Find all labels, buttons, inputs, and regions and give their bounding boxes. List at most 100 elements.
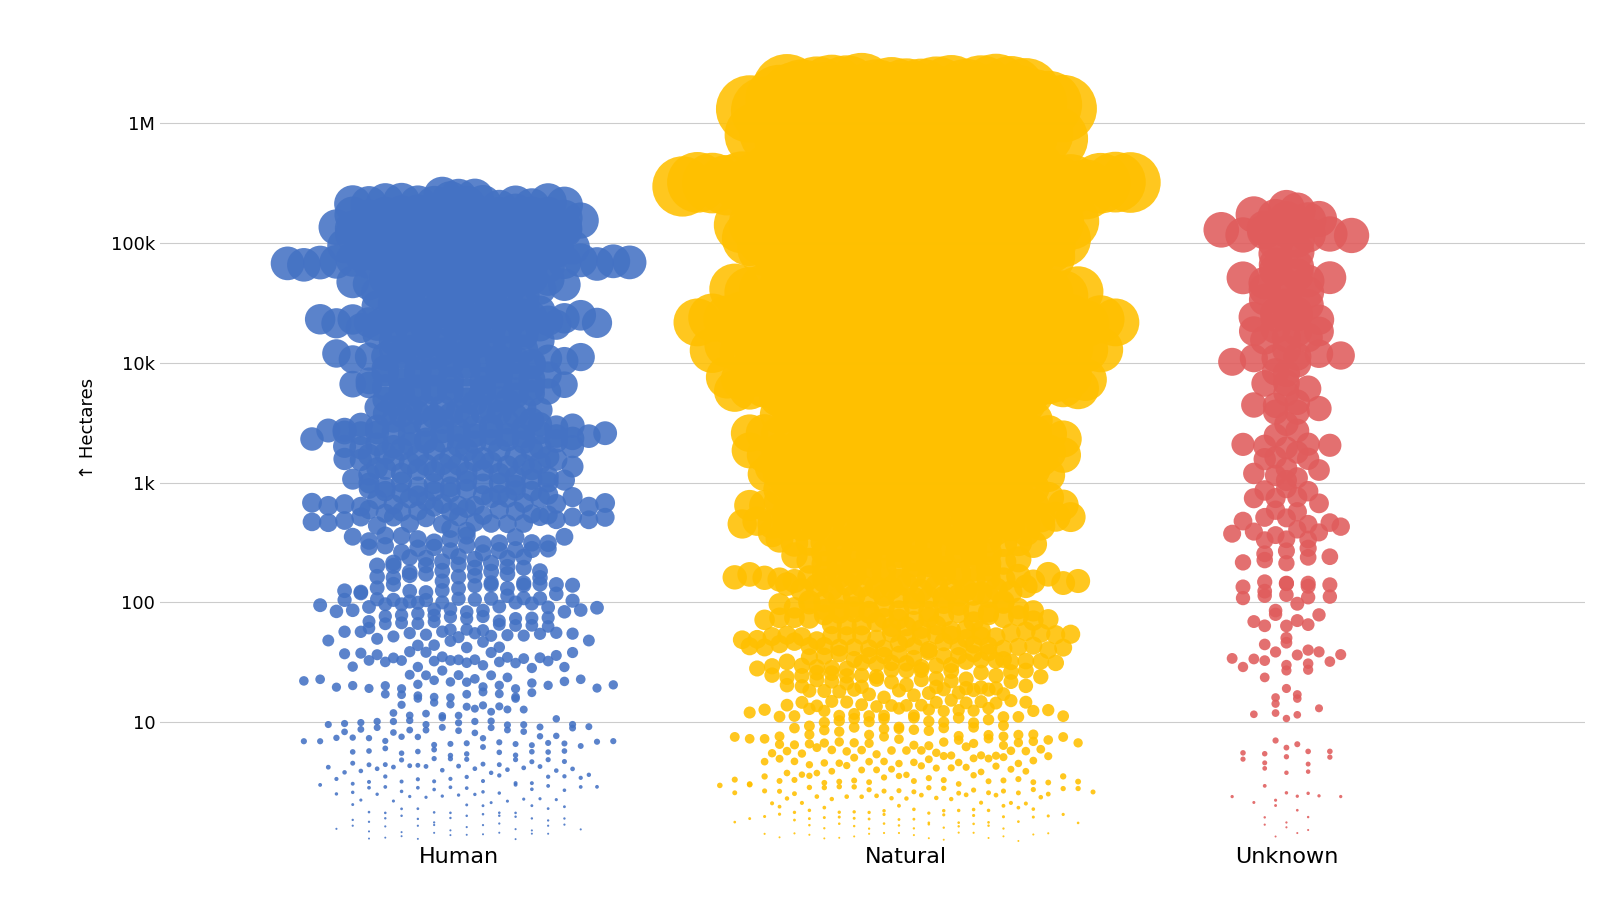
Point: [544, 648, 570, 662]
Point: [954, 788, 979, 802]
Point: [811, 464, 837, 478]
Point: [962, 537, 987, 552]
Point: [576, 634, 602, 648]
Point: [827, 603, 853, 617]
Point: [976, 562, 1002, 576]
Point: [1021, 753, 1046, 768]
Point: [1035, 809, 1061, 824]
Point: [834, 789, 859, 804]
Point: [454, 699, 480, 714]
Point: [901, 551, 926, 565]
Point: [752, 282, 778, 296]
Point: [886, 769, 912, 783]
Point: [405, 832, 430, 846]
Point: [797, 146, 822, 160]
Point: [901, 414, 926, 428]
Point: [331, 583, 357, 598]
Point: [766, 465, 792, 480]
Point: [357, 780, 382, 795]
Point: [478, 705, 504, 719]
Point: [1027, 213, 1053, 228]
Point: [421, 476, 446, 491]
Point: [405, 489, 430, 503]
Point: [917, 93, 942, 107]
Point: [470, 351, 496, 365]
Point: [990, 810, 1016, 824]
Point: [805, 436, 830, 450]
Point: [1013, 517, 1038, 531]
Point: [1021, 481, 1046, 495]
Point: [760, 334, 786, 348]
Point: [1043, 656, 1069, 670]
Point: [923, 453, 949, 467]
Point: [797, 382, 822, 396]
Point: [454, 482, 480, 497]
Point: [470, 685, 496, 699]
Point: [827, 234, 853, 248]
Point: [462, 515, 488, 529]
Point: [752, 380, 778, 394]
Point: [518, 443, 544, 457]
Point: [962, 448, 987, 463]
Point: [552, 660, 578, 674]
Point: [502, 543, 528, 557]
Point: [990, 242, 1016, 256]
Point: [864, 123, 890, 138]
Point: [397, 243, 422, 257]
Point: [486, 228, 512, 242]
Point: [990, 154, 1016, 168]
Point: [819, 395, 845, 410]
Point: [872, 690, 898, 705]
Point: [856, 487, 882, 501]
Point: [357, 212, 382, 227]
Point: [850, 669, 875, 683]
Point: [339, 785, 365, 799]
Point: [544, 626, 570, 640]
Point: [856, 548, 882, 562]
Point: [864, 144, 890, 158]
Point: [494, 560, 520, 574]
Point: [518, 484, 544, 499]
Point: [518, 200, 544, 214]
Point: [976, 356, 1002, 370]
Point: [998, 478, 1024, 492]
Point: [560, 761, 586, 776]
Point: [510, 702, 536, 716]
Point: [518, 754, 544, 769]
Point: [389, 505, 414, 519]
Point: [1050, 432, 1075, 446]
Point: [478, 427, 504, 441]
Point: [962, 364, 987, 378]
Point: [421, 381, 446, 395]
Point: [1066, 815, 1091, 830]
Point: [946, 148, 971, 163]
Point: [886, 647, 912, 662]
Point: [715, 338, 741, 352]
Point: [954, 310, 979, 325]
Point: [782, 406, 808, 420]
Point: [909, 336, 934, 350]
Point: [349, 586, 374, 600]
Point: [470, 277, 496, 292]
Point: [1296, 576, 1322, 590]
Point: [357, 482, 382, 496]
Point: [1251, 746, 1277, 760]
Point: [782, 104, 808, 118]
Point: [1317, 227, 1342, 241]
Point: [894, 656, 920, 670]
Point: [917, 282, 942, 296]
Point: [429, 267, 454, 282]
Point: [819, 792, 845, 806]
Point: [486, 309, 512, 323]
Point: [536, 488, 562, 502]
Point: [494, 232, 520, 247]
Point: [349, 247, 374, 261]
Point: [834, 618, 859, 633]
Point: [502, 595, 528, 609]
Point: [782, 548, 808, 562]
Point: [946, 272, 971, 286]
Point: [738, 499, 763, 513]
Point: [819, 145, 845, 159]
Point: [886, 756, 912, 770]
Point: [878, 111, 904, 125]
